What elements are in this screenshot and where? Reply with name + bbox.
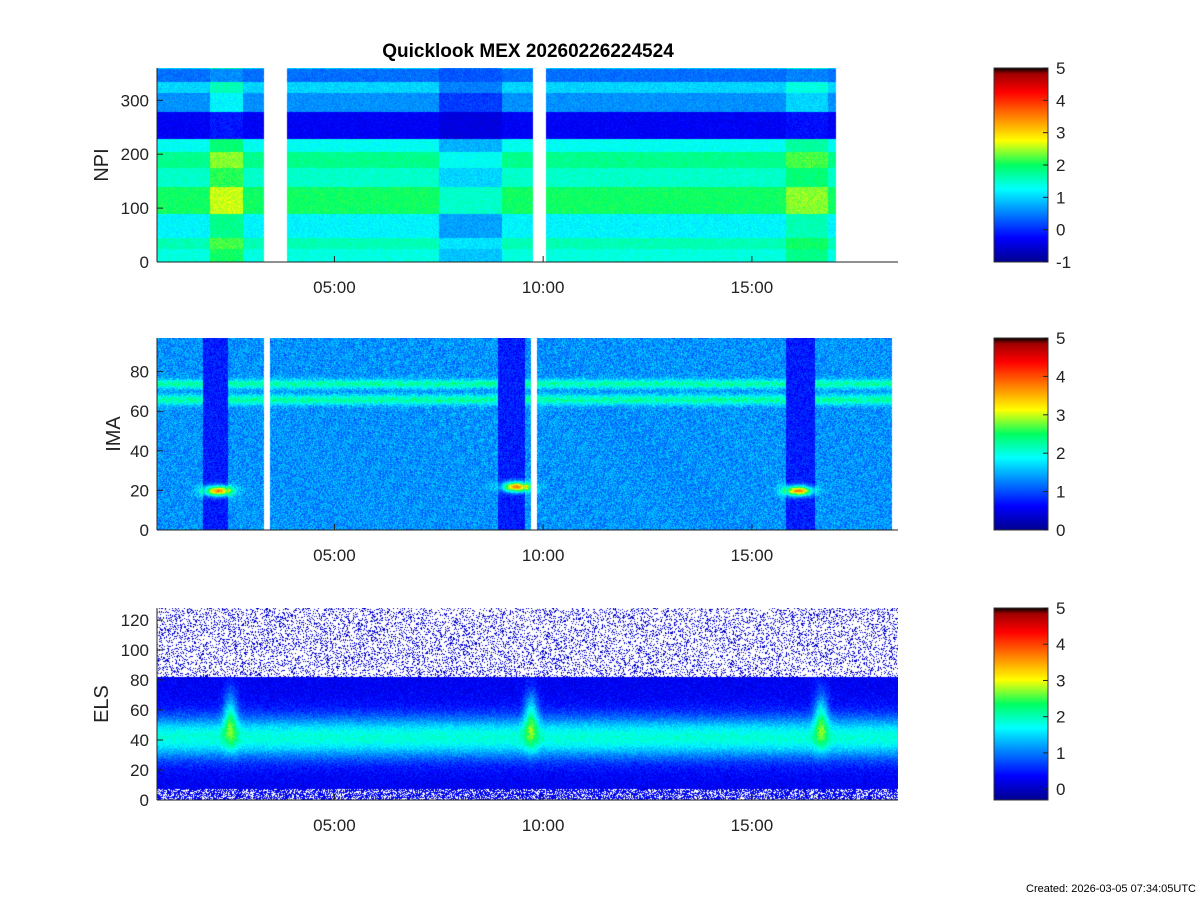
ima-colorbar-tick-label: 3 — [1056, 406, 1065, 425]
npi-xtick-label: 05:00 — [313, 278, 356, 297]
npi-ylabel: NPI — [91, 148, 113, 181]
els-colorbar-tick-label: 2 — [1056, 708, 1065, 727]
ima-ytick-label: 60 — [130, 402, 149, 421]
els-xtick-label: 10:00 — [522, 816, 565, 835]
els-ytick-label: 0 — [140, 791, 149, 810]
npi-colorbar-ticks: -1 0 1 2 3 4 5 — [1043, 59, 1071, 272]
npi-ytick-label: 100 — [121, 199, 149, 218]
npi-ytick-label: 300 — [121, 91, 149, 110]
els-ytick-label: 120 — [121, 611, 149, 630]
npi-colorbar-tick-label: 2 — [1056, 156, 1065, 175]
els-xtick-label: 15:00 — [731, 816, 774, 835]
figure-title: Quicklook MEX 20260226224524 — [382, 41, 674, 62]
ima-xtick-label: 05:00 — [313, 546, 356, 565]
ima-colorbar-ticks: 0 1 2 3 4 5 — [1043, 329, 1065, 540]
ima-colorbar-tick-label: 4 — [1056, 367, 1065, 386]
npi-colorbar — [993, 67, 1049, 263]
ima-axes: 0 20 40 60 80 05:00 10:00 15:00 — [130, 338, 898, 565]
ima-xtick-label: 15:00 — [731, 546, 774, 565]
ima-ytick-label: 20 — [130, 481, 149, 500]
els-xtick-label: 05:00 — [313, 816, 356, 835]
npi-colorbar-tick-label: 5 — [1056, 59, 1065, 78]
npi-ytick-label: 0 — [140, 253, 149, 272]
npi-colorbar-tick-label: 1 — [1056, 188, 1065, 207]
npi-ytick-label: 200 — [121, 145, 149, 164]
npi-colorbar-tick-label: -1 — [1056, 253, 1071, 272]
ima-ytick-label: 0 — [140, 521, 149, 540]
els-spectrogram — [157, 608, 898, 800]
ima-ytick-label: 40 — [130, 442, 149, 461]
npi-colorbar-tick-label: 0 — [1056, 221, 1065, 240]
els-ylabel: ELS — [91, 685, 113, 723]
els-axes: 0 20 40 60 80 100 120 05:00 10:00 15:00 — [121, 608, 898, 835]
npi-colorbar-tick-label: 4 — [1056, 91, 1065, 110]
ima-panel: 0 20 40 60 80 05:00 10:00 15:00 IMA 0 1 2 3 4 5 — [103, 329, 1065, 565]
ima-colorbar-tick-label: 0 — [1056, 521, 1065, 540]
ima-spectrogram — [157, 338, 898, 530]
els-colorbar-tick-label: 1 — [1056, 744, 1065, 763]
els-colorbar — [993, 607, 1049, 801]
npi-colorbar-tick-label: 3 — [1056, 124, 1065, 143]
npi-panel: 0 100 200 300 05:00 10:00 15:00 NPI -1 0 1 2 3 4 5 — [91, 59, 1071, 297]
els-ytick-label: 80 — [130, 671, 149, 690]
npi-spectrogram — [157, 68, 898, 262]
created-timestamp: Created: 2026-03-05 07:34:05UTC — [1026, 883, 1196, 895]
els-colorbar-tick-label: 0 — [1056, 780, 1065, 799]
els-colorbar-tick-label: 4 — [1056, 635, 1065, 654]
els-colorbar-tick-label: 3 — [1056, 671, 1065, 690]
els-ytick-label: 60 — [130, 701, 149, 720]
els-ytick-label: 40 — [130, 731, 149, 750]
els-ytick-label: 100 — [121, 641, 149, 660]
ima-colorbar-tick-label: 1 — [1056, 483, 1065, 502]
els-colorbar-ticks: 0 1 2 3 4 5 — [1043, 599, 1065, 799]
npi-axes: 0 100 200 300 05:00 10:00 15:00 — [121, 68, 898, 297]
ima-colorbar-tick-label: 5 — [1056, 329, 1065, 348]
ima-colorbar — [993, 337, 1049, 531]
ima-ytick-label: 80 — [130, 363, 149, 382]
els-colorbar-tick-label: 5 — [1056, 599, 1065, 618]
ima-xtick-label: 10:00 — [522, 546, 565, 565]
ima-colorbar-tick-label: 2 — [1056, 444, 1065, 463]
els-panel: 0 20 40 60 80 100 120 05:00 10:00 15:00 ELS 0 1 2 3 4… — [91, 599, 1065, 835]
npi-xtick-label: 10:00 — [522, 278, 565, 297]
npi-xtick-label: 15:00 — [731, 278, 774, 297]
ima-ylabel: IMA — [103, 416, 125, 452]
els-ytick-label: 20 — [130, 761, 149, 780]
